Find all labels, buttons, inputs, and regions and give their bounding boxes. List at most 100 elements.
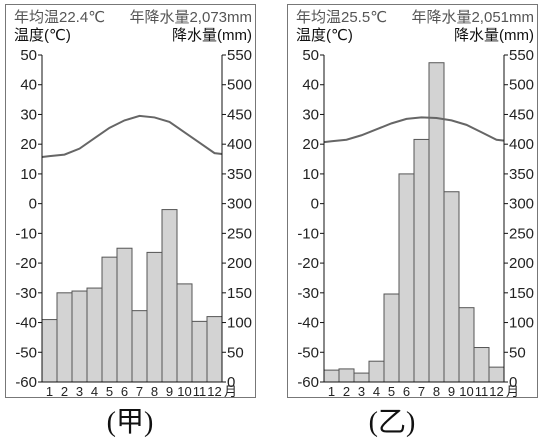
annual-precip-label: 年降水量2,073mm	[129, 9, 252, 26]
temp-tick-label: -20	[15, 255, 37, 272]
precip-bar	[86, 287, 103, 383]
precip-bar	[116, 247, 133, 383]
month-label: 4	[373, 384, 380, 399]
temp-tick-label: -40	[15, 315, 37, 332]
temp-axis-title: 温度(℃)	[296, 27, 353, 44]
temp-tick-label: -50	[297, 344, 319, 361]
temp-tick-label: -50	[15, 344, 37, 361]
precip-tick-label: 250	[227, 225, 252, 242]
precip-bar	[131, 310, 148, 383]
precip-tick-label: 0	[509, 374, 517, 391]
precip-tick-label: 400	[227, 136, 252, 153]
precip-tick-label: 400	[509, 136, 534, 153]
month-label: 7	[136, 384, 143, 399]
precip-bar	[41, 319, 58, 383]
month-unit-label: 月	[224, 384, 237, 399]
temp-tick-label: -60	[297, 374, 319, 391]
month-label: 9	[448, 384, 455, 399]
climate-chart-a: 年均温22.4℃ 年降水量2,073mm 温度(℃) 降水量(mm) 50 40 30 20 1…	[5, 4, 256, 399]
temp-tick-label: -30	[15, 285, 37, 302]
month-label: 12	[489, 384, 503, 399]
month-label: 10	[459, 384, 473, 399]
temperature-line	[323, 116, 505, 144]
precip-tick-label: 100	[509, 315, 534, 332]
precip-tick-label: 150	[509, 285, 534, 302]
precip-bar	[176, 283, 193, 383]
month-label: 2	[61, 384, 68, 399]
climate-chart-b: 年均温25.5℃ 年降水量2,051mm 温度(℃) 降水量(mm) 50 40 30 20 1…	[287, 4, 538, 399]
month-label: 8	[151, 384, 158, 399]
precip-bar	[368, 360, 385, 383]
month-label: 11	[475, 384, 489, 399]
precip-bar	[398, 173, 415, 383]
precip-bar	[428, 62, 445, 383]
precip-tick-label: 450	[227, 106, 252, 123]
precip-bar	[191, 320, 208, 383]
month-label: 8	[433, 384, 440, 399]
month-label: 6	[403, 384, 410, 399]
temp-tick-label: -60	[15, 374, 37, 391]
temp-tick-label: 10	[20, 166, 37, 183]
precip-bar	[488, 366, 505, 383]
temp-tick-label: 40	[20, 77, 37, 94]
temp-tick-label: 40	[302, 77, 319, 94]
precip-bar	[353, 372, 370, 383]
precip-bar	[56, 292, 73, 383]
precip-bar	[71, 290, 88, 383]
temp-tick-label: 50	[20, 47, 37, 64]
temp-tick-label: 20	[20, 136, 37, 153]
precip-tick-label: 450	[509, 106, 534, 123]
precip-tick-label: 200	[509, 255, 534, 272]
precip-bar	[383, 293, 400, 383]
precip-tick-label: 100	[227, 315, 252, 332]
temp-tick-label: -30	[297, 285, 319, 302]
precip-bar	[443, 191, 460, 383]
month-label: 1	[328, 384, 335, 399]
precip-bar	[458, 307, 475, 383]
precip-bar	[161, 209, 178, 383]
precip-tick-label: 0	[227, 374, 235, 391]
temp-tick-label: 0	[29, 196, 37, 213]
month-label: 1	[46, 384, 53, 399]
annual-precip-label: 年降水量2,051mm	[411, 9, 534, 26]
temp-tick-label: -10	[297, 225, 319, 242]
month-label: 2	[343, 384, 350, 399]
annual-temp-label: 年均温22.4℃	[14, 9, 105, 26]
temp-tick-label: -20	[297, 255, 319, 272]
month-label: 7	[418, 384, 425, 399]
precip-tick-label: 500	[509, 77, 534, 94]
precip-tick-label: 300	[509, 196, 534, 213]
month-unit-label: 月	[506, 384, 519, 399]
month-label: 12	[207, 384, 221, 399]
chart-caption-b: (乙)	[368, 407, 416, 438]
precip-tick-label: 550	[509, 47, 534, 64]
precip-tick-label: 200	[227, 255, 252, 272]
month-label: 5	[388, 384, 395, 399]
precip-tick-label: 500	[227, 77, 252, 94]
precip-bar	[101, 256, 118, 383]
precip-tick-label: 350	[509, 166, 534, 183]
month-label: 4	[91, 384, 98, 399]
month-label: 9	[166, 384, 173, 399]
temp-tick-label: -10	[15, 225, 37, 242]
precip-bar	[146, 251, 163, 383]
month-label: 5	[106, 384, 113, 399]
temp-tick-label: 10	[302, 166, 319, 183]
month-label: 10	[177, 384, 191, 399]
temp-tick-label: 30	[20, 106, 37, 123]
precip-tick-label: 50	[227, 344, 244, 361]
precip-tick-label: 250	[509, 225, 534, 242]
precip-tick-label: 350	[227, 166, 252, 183]
precip-bar	[338, 368, 355, 383]
month-label: 3	[76, 384, 83, 399]
temp-tick-label: 0	[311, 196, 319, 213]
precip-tick-label: 300	[227, 196, 252, 213]
precip-tick-label: 50	[509, 344, 526, 361]
temp-tick-label: 20	[302, 136, 319, 153]
month-label: 3	[358, 384, 365, 399]
precip-bar	[206, 316, 223, 383]
temp-tick-label: 30	[302, 106, 319, 123]
precip-tick-label: 550	[227, 47, 252, 64]
